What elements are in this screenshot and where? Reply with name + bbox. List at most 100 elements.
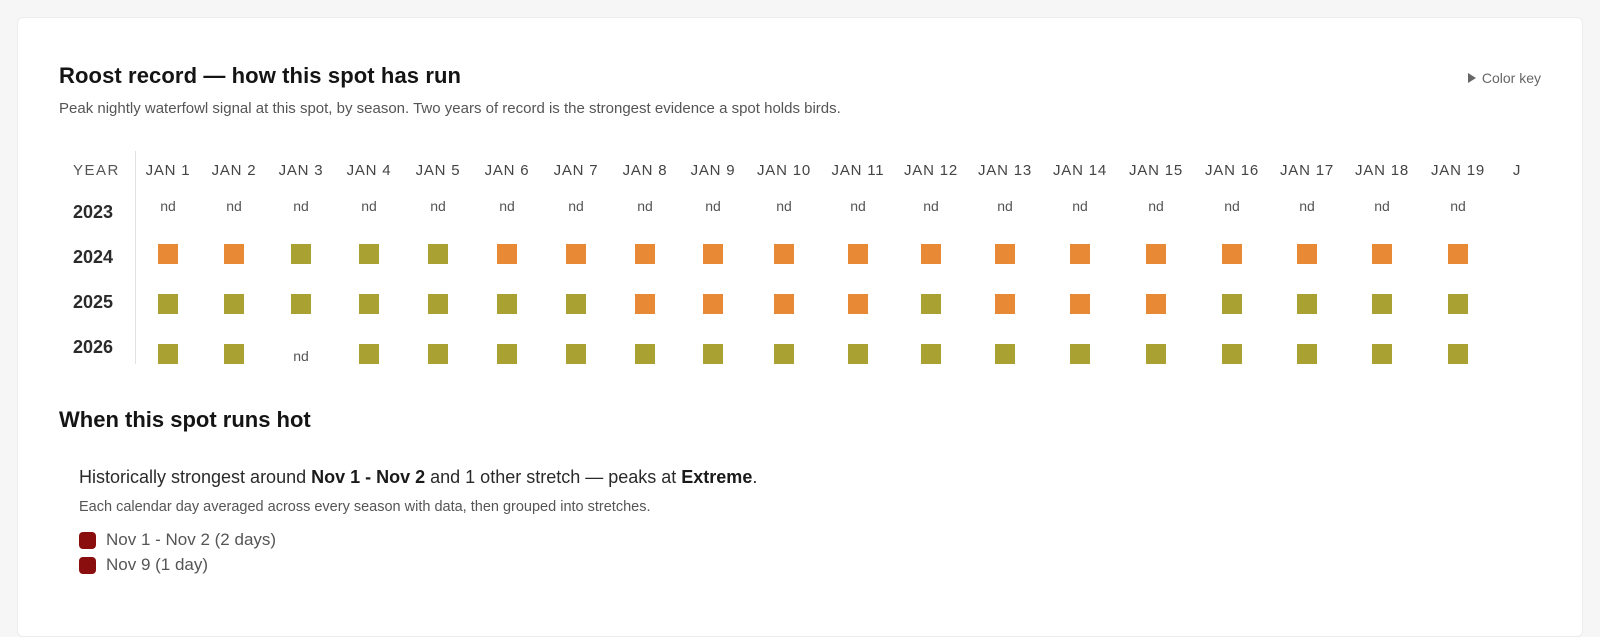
signal-cell-high[interactable] [703, 244, 723, 264]
signal-cell-moderate[interactable] [158, 344, 178, 364]
signal-cell-moderate[interactable] [291, 294, 311, 314]
no-data-cell: nd [1374, 198, 1390, 214]
no-data-cell: nd [637, 198, 653, 214]
roost-card: Roost record — how this spot has run Pea… [17, 17, 1583, 637]
day-column-header: JAN 7 [553, 162, 599, 179]
signal-cell-high[interactable] [635, 294, 655, 314]
signal-cell-moderate[interactable] [359, 244, 379, 264]
signal-cell-high[interactable] [566, 244, 586, 264]
signal-cell-moderate[interactable] [921, 294, 941, 314]
signal-cell-moderate[interactable] [774, 344, 794, 364]
signal-cell-moderate[interactable] [359, 294, 379, 314]
day-column-header: JAN 10 [757, 162, 811, 179]
day-column-header: JAN 8 [622, 162, 668, 179]
signal-cell-high[interactable] [703, 294, 723, 314]
day-column-header: JAN 6 [484, 162, 530, 179]
day-column-header: JAN 4 [346, 162, 392, 179]
signal-cell-moderate[interactable] [566, 344, 586, 364]
stretch-label: Nov 9 (1 day) [106, 555, 209, 574]
signal-cell-high[interactable] [774, 294, 794, 314]
no-data-cell: nd [1299, 198, 1315, 214]
no-data-cell: nd [776, 198, 792, 214]
signal-cell-high[interactable] [995, 294, 1015, 314]
level-swatch [79, 531, 96, 549]
signal-cell-high[interactable] [848, 244, 868, 264]
day-column-header: JAN 16 [1205, 162, 1259, 179]
signal-cell-moderate[interactable] [224, 294, 244, 314]
year-label: 2023 [73, 202, 114, 222]
day-column-header: JAN 15 [1129, 162, 1183, 179]
signal-cell-moderate[interactable] [497, 294, 517, 314]
no-data-cell: nd [1148, 198, 1164, 214]
signal-cell-moderate[interactable] [1146, 344, 1166, 364]
signal-cell-high[interactable] [158, 244, 178, 264]
signal-cell-moderate[interactable] [1448, 294, 1468, 314]
signal-cell-high[interactable] [1070, 244, 1090, 264]
year-label: 2025 [73, 292, 114, 312]
signal-cell-moderate[interactable] [1297, 294, 1317, 314]
signal-cell-high[interactable] [1297, 244, 1317, 264]
signal-cell-moderate[interactable] [1070, 344, 1090, 364]
signal-cell-high[interactable] [224, 244, 244, 264]
color-key-label: Color key [1481, 70, 1541, 86]
signal-cell-high[interactable] [1222, 244, 1242, 264]
signal-cell-high[interactable] [497, 244, 517, 264]
year-column-header: YEAR [73, 162, 120, 179]
no-data-cell: nd [1450, 198, 1466, 214]
signal-cell-moderate[interactable] [1297, 344, 1317, 364]
signal-cell-moderate[interactable] [497, 344, 517, 364]
signal-cell-moderate[interactable] [158, 294, 178, 314]
no-data-cell: nd [293, 348, 309, 364]
no-data-cell: nd [160, 198, 176, 214]
day-column-header: JAN 12 [904, 162, 958, 179]
signal-cell-high[interactable] [635, 244, 655, 264]
signal-cell-moderate[interactable] [921, 344, 941, 364]
hot-note: Each calendar day averaged across every … [79, 499, 651, 515]
signal-cell-high[interactable] [1372, 244, 1392, 264]
signal-cell-moderate[interactable] [224, 344, 244, 364]
day-column-header: JAN 3 [278, 162, 324, 179]
no-data-cell: nd [1224, 198, 1240, 214]
signal-cell-moderate[interactable] [848, 344, 868, 364]
signal-cell-high[interactable] [1070, 294, 1090, 314]
roost-grid: YEAR JAN 1 JAN 2 JAN 3 JAN 4 JAN 5 JAN 6 JAN 7… [59, 134, 1529, 364]
stretch-item: Nov 1 - Nov 2 (2 days) [79, 530, 276, 550]
hot-summary: Historically strongest around Nov 1 - No… [79, 467, 758, 487]
signal-cell-high[interactable] [921, 244, 941, 264]
no-data-cell: nd [850, 198, 866, 214]
signal-cell-moderate[interactable] [1372, 344, 1392, 364]
signal-cell-moderate[interactable] [566, 294, 586, 314]
signal-cell-moderate[interactable] [428, 294, 448, 314]
no-data-cell: nd [923, 198, 939, 214]
hot-title: When this spot runs hot [59, 407, 311, 432]
signal-cell-moderate[interactable] [995, 344, 1015, 364]
day-column-header: JAN 19 [1431, 162, 1485, 179]
roost-subtitle: Peak nightly waterfowl signal at this sp… [59, 100, 841, 117]
color-key-toggle[interactable]: Color key [1467, 70, 1541, 86]
signal-cell-high[interactable] [848, 294, 868, 314]
signal-cell-high[interactable] [1146, 294, 1166, 314]
signal-cell-high[interactable] [1448, 244, 1468, 264]
no-data-cell: nd [430, 198, 446, 214]
signal-cell-moderate[interactable] [1372, 294, 1392, 314]
signal-cell-high[interactable] [774, 244, 794, 264]
signal-cell-moderate[interactable] [1448, 344, 1468, 364]
caret-right-icon [1467, 73, 1476, 83]
day-column-header: J [1512, 162, 1522, 179]
signal-cell-moderate[interactable] [635, 344, 655, 364]
signal-cell-high[interactable] [1146, 244, 1166, 264]
day-column-header: JAN 1 [145, 162, 191, 179]
signal-cell-moderate[interactable] [1222, 344, 1242, 364]
day-column-header: JAN 11 [831, 162, 885, 179]
signal-cell-moderate[interactable] [703, 344, 723, 364]
signal-cell-moderate[interactable] [359, 344, 379, 364]
level-swatch [79, 556, 96, 574]
signal-cell-moderate[interactable] [428, 244, 448, 264]
signal-cell-moderate[interactable] [1222, 294, 1242, 314]
signal-cell-moderate[interactable] [291, 244, 311, 264]
year-label: 2024 [73, 247, 114, 267]
signal-cell-high[interactable] [995, 244, 1015, 264]
grid-divider [135, 151, 136, 364]
signal-cell-moderate[interactable] [428, 344, 448, 364]
day-column-header: JAN 9 [690, 162, 736, 179]
